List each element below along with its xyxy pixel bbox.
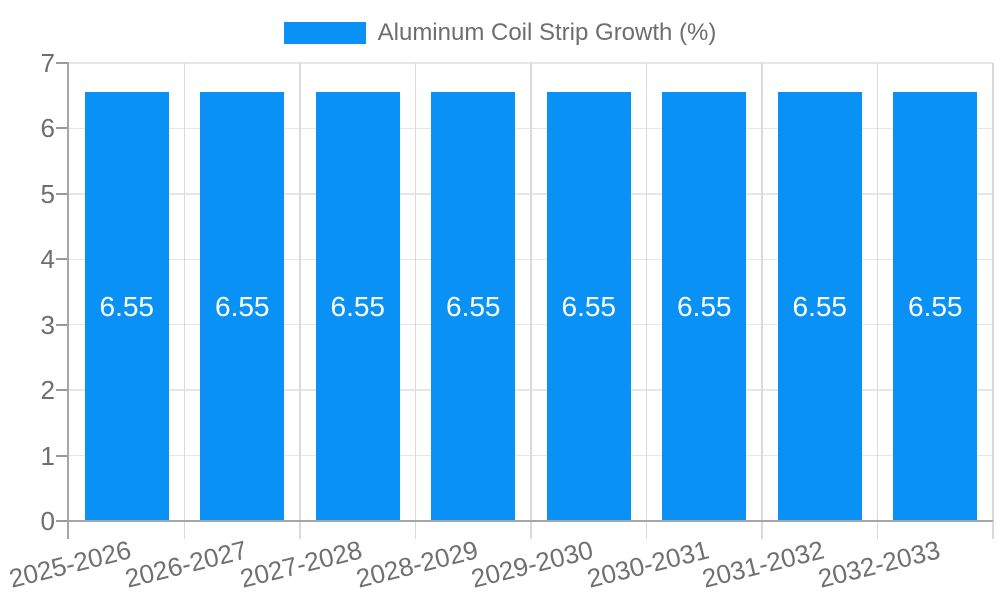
y-axis-tick xyxy=(56,258,69,261)
x-gridline xyxy=(645,63,648,539)
x-axis-label: 2025-2026 xyxy=(6,534,135,594)
y-axis-tick xyxy=(56,323,69,326)
x-axis-label: 2031-2032 xyxy=(699,534,828,594)
y-axis-tick xyxy=(56,454,69,457)
bar-2026-2027[interactable]: 6.55 xyxy=(200,92,285,521)
bar-value-label: 6.55 xyxy=(677,290,732,322)
bar-value-label: 6.55 xyxy=(330,290,386,322)
bar-2030-2031[interactable]: 6.55 xyxy=(662,92,747,521)
y-axis-label: 0 xyxy=(40,506,55,536)
bar-2027-2028[interactable]: 6.55 xyxy=(315,92,400,521)
x-gridline xyxy=(414,63,417,539)
y-axis-line xyxy=(67,63,69,539)
x-axis-label: 2032-2033 xyxy=(814,534,943,594)
x-gridline xyxy=(761,63,763,539)
y-axis-tick xyxy=(56,192,69,195)
bar-value-label: 6.55 xyxy=(99,290,155,322)
x-axis-label: 2027-2028 xyxy=(237,534,366,594)
y-axis-label: 5 xyxy=(40,178,55,209)
x-gridline xyxy=(183,63,186,539)
x-axis-label: 2026-2027 xyxy=(121,534,250,594)
bar-2032-2033[interactable]: 6.55 xyxy=(893,92,978,521)
y-axis-label: 1 xyxy=(40,440,55,471)
y-axis-label: 2 xyxy=(40,375,55,406)
plot-area: 0 1 2 3 4 5 6 7 6.55 2025-2026 6.55 2026-2027 6.55 20… xyxy=(6,48,994,594)
x-gridline xyxy=(299,63,301,539)
x-axis-label: 2030-2031 xyxy=(583,534,712,594)
bar-value-label: 6.55 xyxy=(908,290,963,322)
y-axis-label: 6 xyxy=(40,113,55,144)
y-axis-tick xyxy=(56,62,69,64)
bar-2025-2026[interactable]: 6.55 xyxy=(84,92,169,521)
bar-value-label: 6.55 xyxy=(215,290,270,322)
y-axis-label: 7 xyxy=(40,48,55,78)
x-gridline xyxy=(992,63,994,539)
y-axis-label: 4 xyxy=(40,244,55,275)
legend-label: Aluminum Coil Strip Growth (%) xyxy=(377,19,717,46)
y-axis-tick xyxy=(56,127,69,130)
bar-value-label: 6.55 xyxy=(446,290,501,322)
bar-value-label: 6.55 xyxy=(792,290,848,322)
y-axis-tick xyxy=(56,520,69,522)
x-gridline xyxy=(876,63,879,539)
x-gridline xyxy=(530,63,532,539)
x-axis-label: 2028-2029 xyxy=(352,534,481,594)
bar-2028-2029[interactable]: 6.55 xyxy=(431,92,516,521)
legend-swatch xyxy=(283,22,366,44)
x-axis-label: 2029-2030 xyxy=(468,534,597,594)
x-axis-baseline xyxy=(69,520,993,522)
legend: Aluminum Coil Strip Growth (%) xyxy=(0,19,1000,46)
bar-value-label: 6.55 xyxy=(561,290,617,322)
bar-2031-2032[interactable]: 6.55 xyxy=(777,92,862,521)
y-axis-label: 3 xyxy=(40,309,55,340)
bar-2029-2030[interactable]: 6.55 xyxy=(546,92,631,521)
y-axis-tick xyxy=(56,389,69,392)
